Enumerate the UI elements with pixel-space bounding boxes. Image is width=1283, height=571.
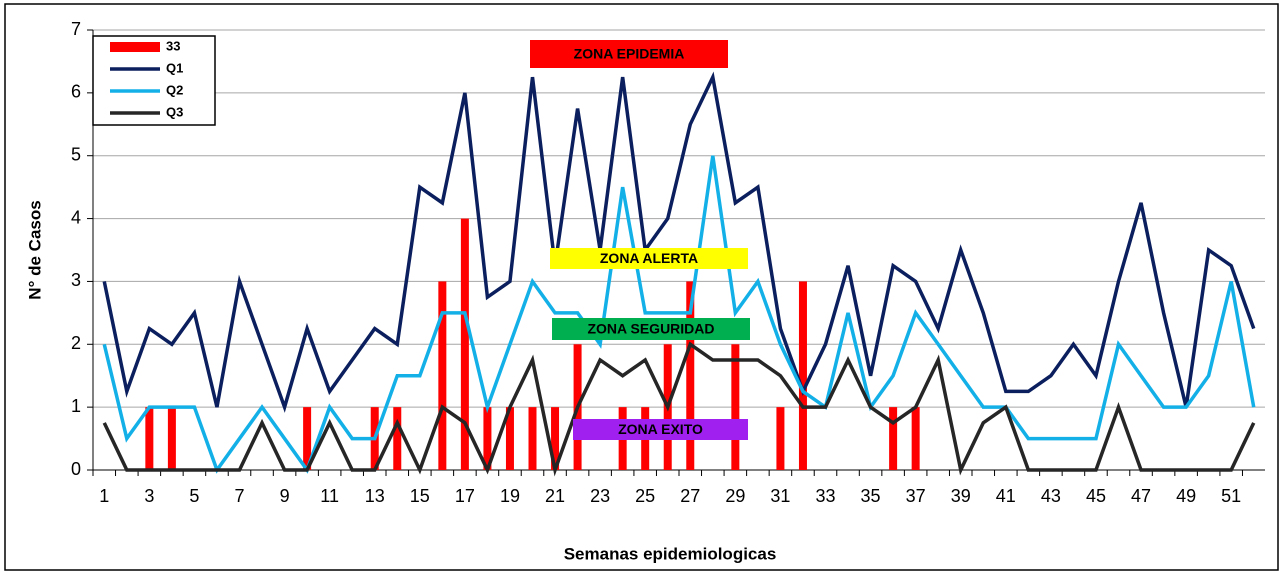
x-tick-label: 25	[635, 486, 655, 506]
x-tick-label: 7	[234, 486, 244, 506]
x-tick-label: 19	[500, 486, 520, 506]
x-tick-label: 27	[680, 486, 700, 506]
x-tick-label: 41	[996, 486, 1016, 506]
x-tick-label: 11	[320, 486, 339, 506]
x-tick-label: 13	[365, 486, 385, 506]
bar	[776, 407, 785, 470]
y-tick-label: 1	[71, 396, 81, 416]
zone-label: ZONA SEGURIDAD	[587, 321, 714, 337]
x-tick-label: 5	[189, 486, 199, 506]
x-tick-label: 15	[410, 486, 430, 506]
legend-swatch	[110, 42, 160, 52]
y-tick-label: 2	[71, 333, 81, 353]
zone-box	[550, 248, 748, 269]
bar	[911, 407, 920, 470]
y-tick-label: 0	[71, 459, 81, 479]
legend-label: Q2	[166, 82, 183, 97]
line-series	[102, 341, 1256, 477]
y-tick-label: 5	[71, 144, 81, 164]
x-tick-label: 37	[906, 486, 926, 506]
y-tick-label: 4	[71, 207, 81, 227]
y-tick-label: 3	[71, 270, 81, 290]
bar	[393, 407, 402, 470]
bar	[798, 281, 807, 470]
legend-label: 33	[166, 38, 180, 53]
x-tick-label: 29	[725, 486, 745, 506]
bar	[483, 407, 492, 470]
x-tick-label: 49	[1176, 486, 1196, 506]
y-tick-label: 6	[71, 82, 81, 102]
x-tick-label: 31	[770, 486, 790, 506]
bar	[438, 281, 447, 470]
x-tick-label: 21	[545, 486, 565, 506]
x-tick-label: 51	[1221, 486, 1241, 506]
bar	[551, 407, 560, 470]
zone-label: ZONA EXITO	[618, 421, 703, 437]
zone-label: ZONA ALERTA	[600, 250, 698, 266]
x-tick-label: 23	[590, 486, 610, 506]
x-tick-label: 43	[1041, 486, 1061, 506]
zone-label: ZONA EPIDEMIA	[574, 46, 685, 62]
zone-box	[573, 419, 748, 440]
zone-box	[552, 318, 750, 340]
line-series	[102, 71, 1256, 413]
y-tick-label: 7	[71, 19, 81, 39]
bar	[731, 344, 740, 470]
x-tick-label: 35	[861, 486, 881, 506]
x-tick-label: 47	[1131, 486, 1151, 506]
x-tick-label: 3	[144, 486, 154, 506]
x-axis-title: Semanas epidemiologicas	[564, 544, 777, 563]
bar	[145, 407, 154, 470]
bar	[889, 407, 898, 470]
line-series	[102, 155, 1256, 474]
bar	[460, 218, 469, 470]
x-tick-label: 39	[951, 486, 971, 506]
zone-box	[530, 40, 728, 68]
x-tick-label: 45	[1086, 486, 1106, 506]
x-tick-label: 33	[815, 486, 835, 506]
x-tick-label: 9	[280, 486, 290, 506]
bar	[505, 407, 514, 470]
y-axis-title: N° de Casos	[25, 200, 44, 299]
x-tick-label: 1	[99, 486, 109, 506]
legend-label: Q3	[166, 104, 183, 119]
bar	[686, 281, 695, 470]
legend-label: Q1	[166, 60, 183, 75]
bar	[167, 407, 176, 470]
bar	[303, 407, 312, 470]
bar	[528, 407, 537, 470]
x-tick-label: 17	[455, 486, 475, 506]
